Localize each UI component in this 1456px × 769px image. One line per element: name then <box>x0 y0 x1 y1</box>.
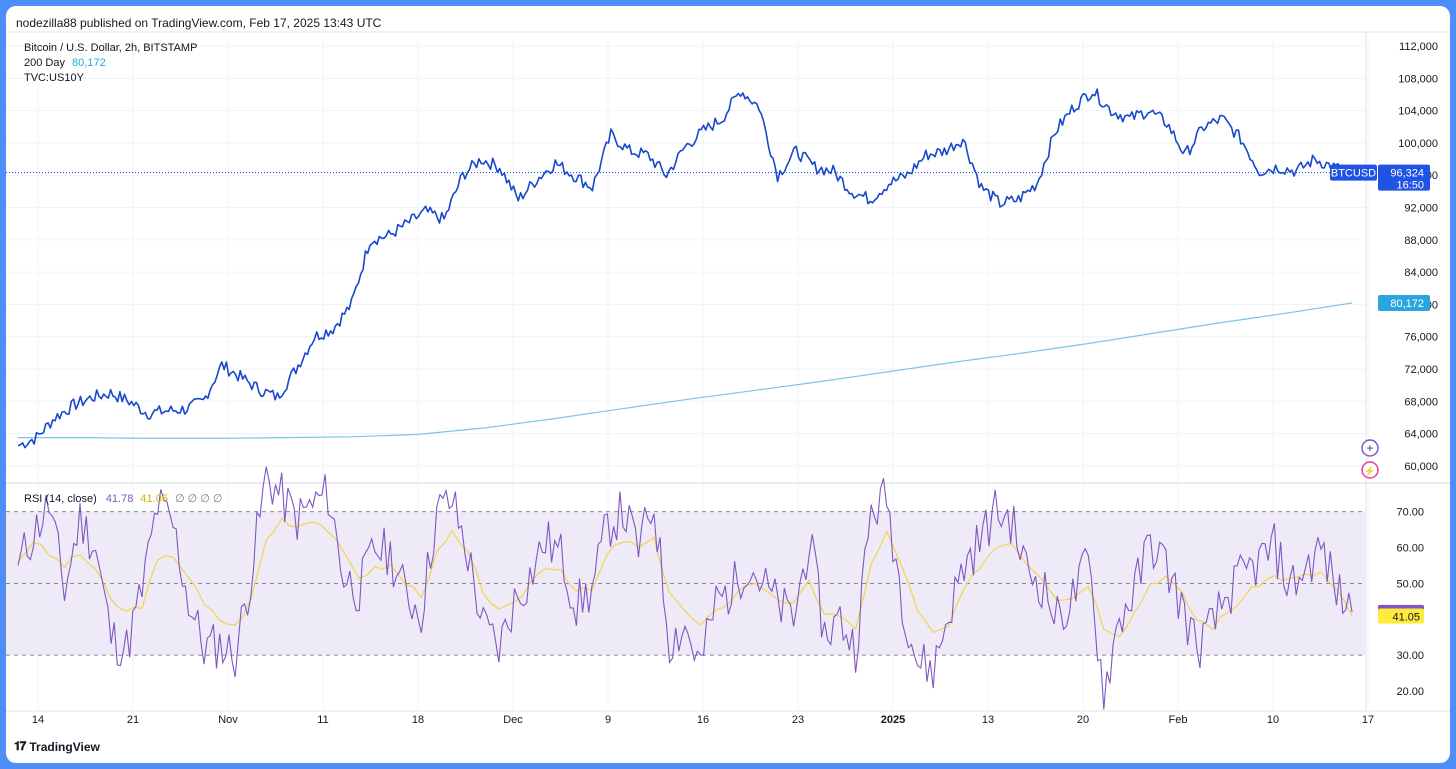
rsi-line <box>17 466 1353 710</box>
rsi-ma-value: 41.05 <box>140 493 168 505</box>
brand-text: TradingView <box>29 739 100 754</box>
flash-icon[interactable] <box>1361 461 1379 479</box>
price-tick-label: 88,000 <box>1404 235 1438 247</box>
publisher-line: nodezilla88 published on TradingView.com… <box>16 16 382 30</box>
btc-symbol-tag-text: BTCUSD <box>1331 168 1376 180</box>
price-tick-label: 100,000 <box>1398 138 1438 150</box>
tradingview-icon: 𝟏𝟕 <box>14 739 26 753</box>
x-tick-label: 2025 <box>881 714 905 726</box>
ma-legend[interactable]: 200 Day 80,172 <box>24 57 106 69</box>
x-tick-label: 17 <box>1362 714 1374 726</box>
x-tick-label: 13 <box>982 714 994 726</box>
rsi-value: 41.78 <box>105 493 134 505</box>
price-tick-label: 84,000 <box>1404 267 1438 279</box>
x-tick-label: 23 <box>792 714 804 726</box>
btc-price-tag <box>1378 164 1430 191</box>
x-tick-label: 16 <box>697 714 709 726</box>
price-tick-label: 76,000 <box>1404 332 1438 344</box>
btc-symbol-tag <box>1330 164 1377 181</box>
x-tick-label: 20 <box>1077 714 1089 726</box>
tradingview-logo[interactable]: 𝟏𝟕 TradingView <box>14 739 100 754</box>
x-tick-label: 14 <box>32 714 44 726</box>
btc-price-tag-time: 16:50 <box>1396 180 1424 192</box>
rsi-ma-value-tag <box>1378 608 1424 624</box>
price-tick-label: 68,000 <box>1404 396 1438 408</box>
rsi-tick-label: 70.00 <box>1396 507 1424 519</box>
x-tick-label: 18 <box>412 714 424 726</box>
btc-price-tag-value: 96,324 <box>1390 168 1424 180</box>
add-alert-icon[interactable] <box>1361 439 1379 457</box>
ma-price-tag-value: 80,172 <box>1390 298 1424 310</box>
ma-label: 200 Day <box>24 57 65 69</box>
x-tick-label: Nov <box>218 714 238 726</box>
rsi-tick-label: 60.00 <box>1396 543 1424 555</box>
rsi-tick-label: 20.00 <box>1396 686 1424 698</box>
price-tick-label: 108,000 <box>1398 73 1438 85</box>
x-tick-label: 21 <box>127 714 139 726</box>
symbol-legend[interactable]: Bitcoin / U.S. Dollar, 2h, BITSTAMP <box>24 42 198 54</box>
ma-200-line <box>18 302 1353 439</box>
chart-canvas[interactable]: 14 21 Nov 11 18 Dec 9 16 23 2025 13 20 Feb 10 17 60,000… <box>6 6 1450 763</box>
x-tick-label: 11 <box>317 714 328 726</box>
price-tick-label: 112,000 <box>1399 41 1438 53</box>
price-tick-label: 104,000 <box>1398 106 1438 118</box>
ma-price-tag <box>1378 295 1430 312</box>
rsi-label: RSI (14, close) <box>24 493 97 505</box>
overlay-legend[interactable]: TVC:US10Y <box>24 72 84 84</box>
rsi-legend[interactable]: RSI (14, close) 41.78 41.05 ∅ ∅ ∅ ∅ <box>24 492 223 505</box>
rsi-tick-label: 30.00 <box>1396 650 1424 662</box>
price-tick-label: 72,000 <box>1404 364 1438 376</box>
rsi-ma-value-tag-text: 41.05 <box>1392 612 1420 624</box>
x-tick-label: Dec <box>503 714 523 726</box>
chart-frame: nodezilla88 published on TradingView.com… <box>6 6 1450 763</box>
rsi-extra: ∅ ∅ ∅ ∅ <box>175 493 223 505</box>
price-tick-label: 64,000 <box>1404 429 1438 441</box>
rsi-tick-label: 50.00 <box>1396 578 1424 590</box>
price-tick-label: 60,000 <box>1404 461 1438 473</box>
x-tick-label: 10 <box>1267 714 1279 726</box>
price-tick-label: 92,000 <box>1404 203 1438 215</box>
ma-value: 80,172 <box>72 57 106 69</box>
x-tick-label: Feb <box>1169 714 1188 726</box>
btc-price-line <box>17 88 1353 449</box>
x-tick-label: 9 <box>605 714 611 726</box>
flash-glyph: ⚡ <box>1364 465 1375 477</box>
plus-glyph: + <box>1367 443 1373 455</box>
